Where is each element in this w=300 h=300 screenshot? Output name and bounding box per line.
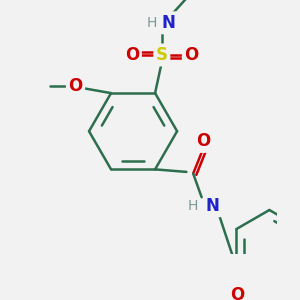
Text: H: H bbox=[146, 16, 157, 30]
Text: O: O bbox=[184, 46, 199, 64]
Text: S: S bbox=[156, 46, 168, 64]
Text: O: O bbox=[68, 77, 83, 95]
Text: N: N bbox=[206, 197, 220, 215]
Text: N: N bbox=[162, 14, 176, 32]
Text: O: O bbox=[230, 286, 244, 300]
Text: O: O bbox=[125, 46, 139, 64]
Text: O: O bbox=[196, 132, 211, 150]
Text: H: H bbox=[188, 199, 198, 213]
